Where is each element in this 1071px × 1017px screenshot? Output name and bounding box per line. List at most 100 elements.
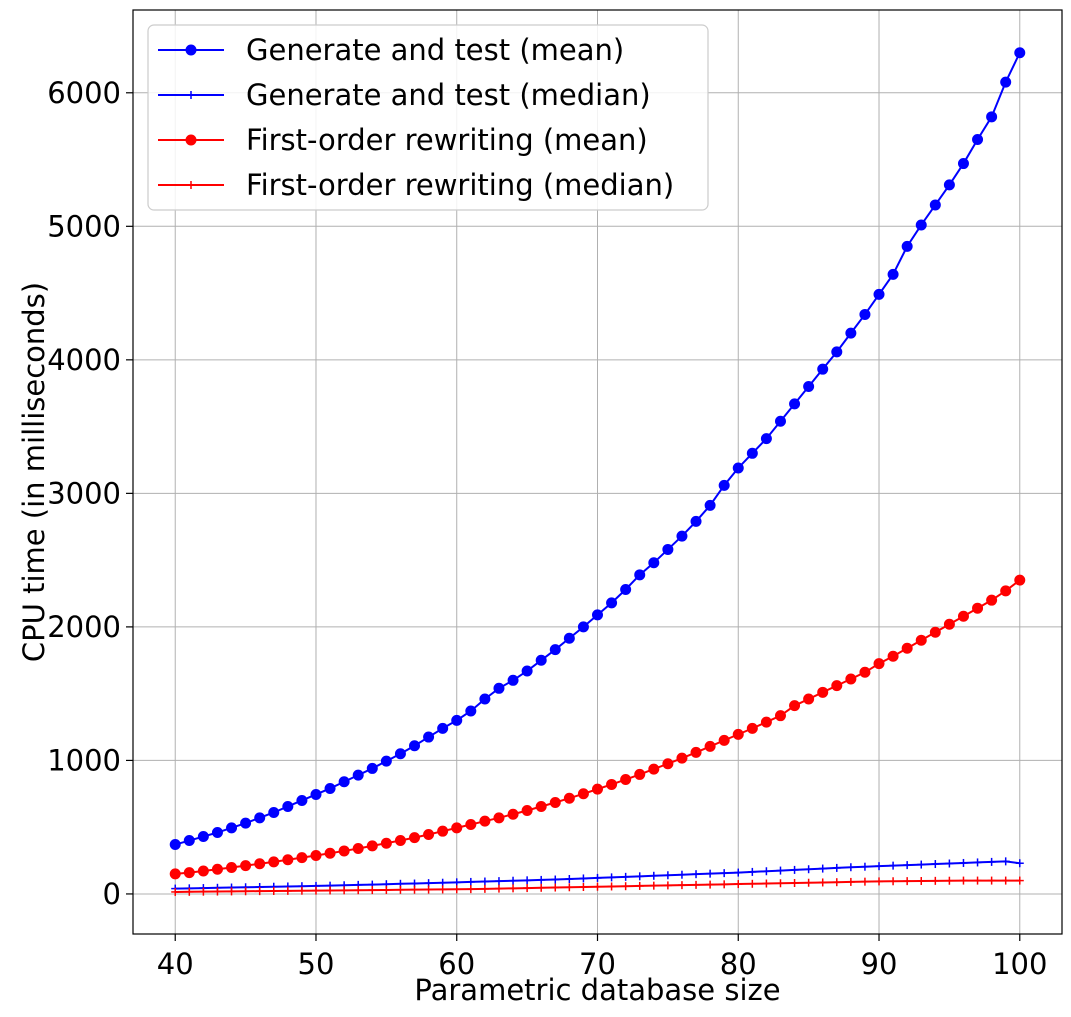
series-group (169, 47, 1026, 896)
x-tick-label: 100 (992, 947, 1047, 981)
data-point (959, 876, 968, 885)
data-point (732, 462, 744, 474)
data-point (917, 860, 926, 869)
data-point (254, 858, 266, 870)
data-point (565, 874, 574, 883)
data-point (577, 788, 589, 800)
data-point (282, 800, 294, 812)
data-point (987, 857, 996, 866)
data-point (734, 868, 743, 877)
data-point (380, 755, 392, 767)
data-point (565, 883, 574, 892)
data-point (704, 499, 716, 511)
data-point (832, 878, 841, 887)
data-point (929, 626, 941, 638)
y-axis-title: CPU time (in milliseconds) (17, 282, 51, 662)
data-point (423, 829, 435, 841)
data-point (241, 887, 250, 896)
data-point (240, 860, 252, 872)
data-point (663, 871, 672, 880)
data-point (183, 835, 195, 847)
data-point (394, 835, 406, 847)
data-point (692, 870, 701, 879)
data-point (831, 346, 843, 358)
data-point (774, 710, 786, 722)
data-point (549, 796, 561, 808)
data-point (269, 887, 278, 896)
data-point (760, 716, 772, 728)
data-point (817, 686, 829, 698)
data-point (1015, 876, 1024, 885)
legend-marker (185, 134, 197, 146)
y-tick-label: 6000 (47, 76, 121, 110)
data-point (704, 740, 716, 752)
data-point (662, 543, 674, 555)
data-point (466, 877, 475, 886)
legend-item: Generate and test (mean) (158, 33, 624, 67)
data-point (804, 865, 813, 874)
data-point (873, 658, 885, 670)
data-point (776, 879, 785, 888)
data-point (832, 863, 841, 872)
x-tick-label: 50 (298, 947, 335, 981)
data-point (692, 880, 701, 889)
series-generate-and-test-median (171, 857, 1024, 893)
data-point (226, 862, 238, 874)
series-first-order-rewriting-median (171, 876, 1024, 896)
data-point (183, 867, 195, 879)
data-point (706, 880, 715, 889)
data-point (437, 722, 449, 734)
data-point (509, 876, 518, 885)
y-tick-label: 5000 (47, 209, 121, 243)
data-point (972, 134, 984, 146)
data-point (929, 199, 941, 211)
data-point (860, 877, 869, 886)
data-point (677, 870, 686, 879)
data-point (676, 530, 688, 542)
data-point (354, 886, 363, 895)
data-point (352, 843, 364, 855)
data-point (648, 763, 660, 775)
data-point (901, 240, 913, 252)
data-point (579, 874, 588, 883)
legend-label: First-order rewriting (mean) (246, 123, 648, 157)
x-tick-label: 70 (579, 947, 616, 981)
data-point (762, 867, 771, 876)
data-point (774, 415, 786, 427)
data-point (677, 881, 686, 890)
data-point (986, 594, 998, 606)
data-point (706, 869, 715, 878)
data-point (452, 885, 461, 894)
series-generate-and-test-mean (169, 47, 1026, 851)
data-point (563, 632, 575, 644)
data-point (593, 873, 602, 882)
data-point (338, 845, 350, 857)
data-point (903, 861, 912, 870)
data-point (382, 885, 391, 894)
data-point (873, 288, 885, 300)
data-point (804, 878, 813, 887)
data-point (535, 654, 547, 666)
data-point (973, 876, 982, 885)
legend-marker (187, 181, 195, 189)
data-point (945, 876, 954, 885)
data-point (254, 812, 266, 824)
data-point (915, 634, 927, 646)
y-tick-label: 4000 (47, 343, 121, 377)
data-point (915, 219, 927, 231)
data-point (396, 885, 405, 894)
data-point (523, 884, 532, 893)
data-point (282, 854, 294, 866)
data-point (987, 876, 996, 885)
data-point (789, 398, 801, 410)
data-point (762, 879, 771, 888)
legend-item: First-order rewriting (mean) (158, 123, 648, 157)
x-axis-title: Parametric database size (414, 973, 780, 1007)
data-point (718, 479, 730, 491)
data-point (649, 871, 658, 880)
data-point (366, 840, 378, 852)
data-point (424, 885, 433, 894)
data-point (845, 327, 857, 339)
data-point (746, 722, 758, 734)
